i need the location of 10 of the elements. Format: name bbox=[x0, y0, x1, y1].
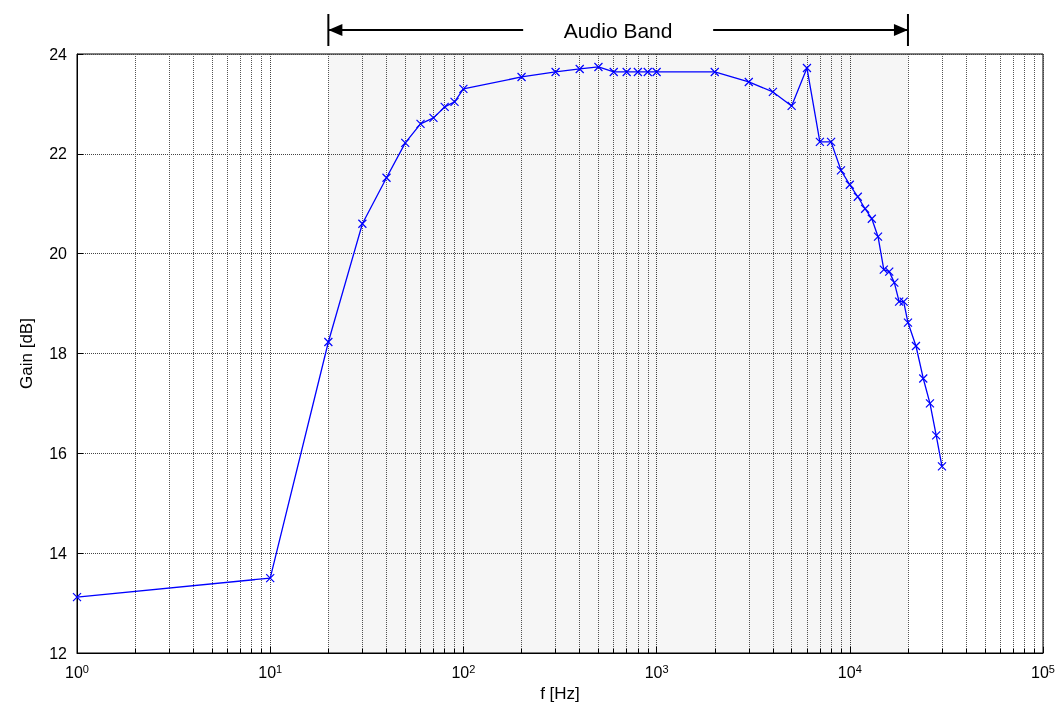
y-tick-label: 12 bbox=[49, 644, 68, 662]
y-tick-label: 24 bbox=[49, 45, 68, 63]
y-tick-label: 16 bbox=[49, 444, 68, 462]
y-tick-label: 20 bbox=[49, 245, 68, 263]
y-tick-label: 22 bbox=[49, 145, 68, 163]
x-axis-title: f [Hz] bbox=[540, 684, 580, 704]
y-axis-title: Gain [dB] bbox=[17, 318, 36, 389]
y-tick-label: 14 bbox=[49, 544, 68, 562]
y-tick-label: 18 bbox=[49, 345, 68, 362]
band-label: Audio Band bbox=[563, 18, 673, 42]
